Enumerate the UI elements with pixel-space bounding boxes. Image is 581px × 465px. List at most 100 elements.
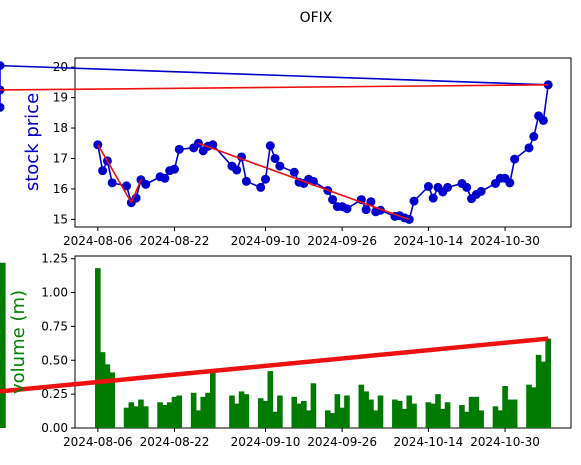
volume-bar	[205, 392, 211, 428]
price-point	[256, 182, 266, 192]
volume-bar	[406, 395, 413, 428]
price-point	[289, 167, 299, 177]
volume-tick-label: 0.25	[41, 387, 68, 401]
price-xtick-label: 2024-10-14	[394, 234, 464, 248]
price-trend-line	[130, 179, 142, 203]
price-point	[476, 186, 486, 196]
price-point	[510, 154, 520, 164]
volume-bar	[439, 409, 446, 428]
price-xtick-label: 2024-09-10	[231, 234, 301, 248]
price-line-segment	[264, 145, 272, 180]
volume-bar	[176, 395, 183, 428]
price-point	[524, 143, 534, 153]
price-point	[275, 161, 285, 171]
volume-bar	[138, 399, 144, 428]
volume-bar	[291, 396, 298, 428]
price-point	[107, 178, 117, 188]
volume-bar	[305, 410, 312, 428]
volume-trend-line	[0, 336, 549, 394]
price-tick-label: 15	[53, 212, 68, 226]
volume-bar	[411, 403, 417, 428]
volume-tick-label: 0.50	[41, 353, 68, 367]
volume-bar	[95, 268, 101, 428]
volume-bar	[142, 406, 149, 428]
price-trend-line	[97, 144, 109, 162]
volume-xtick-label: 2024-09-26	[307, 435, 377, 449]
volume-xtick-label: 2024-08-06	[63, 435, 133, 449]
volume-bar	[0, 392, 6, 428]
price-point	[160, 173, 170, 183]
volume-bar	[238, 391, 245, 428]
volume-bar	[272, 411, 278, 428]
price-point	[241, 176, 251, 186]
price-tick-label: 17	[53, 151, 68, 165]
price-xtick-label: 2024-08-22	[140, 234, 210, 248]
volume-bar	[210, 372, 216, 428]
price-tick-label: 18	[53, 121, 68, 135]
volume-bar	[329, 413, 336, 428]
price-point	[0, 61, 5, 71]
price-line-segment	[0, 64, 549, 86]
volume-tick-label: 0.00	[41, 421, 68, 435]
volume-bar	[463, 411, 470, 428]
price-trend-line	[0, 83, 549, 91]
volume-bar	[233, 403, 240, 428]
price-point	[505, 178, 515, 188]
volume-bar	[243, 394, 250, 428]
price-axis-label: stock price	[22, 93, 43, 191]
price-point	[423, 182, 433, 192]
price-point	[261, 174, 271, 184]
volume-bar	[435, 394, 441, 428]
volume-bar	[262, 400, 269, 428]
volume-bar	[545, 338, 551, 428]
price-trend-line	[198, 142, 405, 219]
volume-bar	[392, 399, 398, 428]
volume-bar	[377, 395, 384, 428]
price-point	[98, 166, 108, 176]
volume-xtick-label: 2024-10-14	[394, 435, 464, 449]
volume-xtick-label: 2024-08-22	[140, 435, 210, 449]
volume-xtick-label: 2024-10-30	[470, 435, 540, 449]
price-line-segment	[542, 84, 549, 121]
volume-bar	[301, 400, 307, 428]
price-point	[232, 165, 242, 175]
price-line-segment	[212, 144, 233, 167]
price-point	[265, 141, 275, 151]
price-xtick-label: 2024-09-26	[307, 234, 377, 248]
volume-bar	[368, 399, 374, 428]
volume-bar	[473, 396, 480, 428]
price-trend-line	[404, 217, 410, 221]
volume-bar	[195, 410, 202, 428]
price-point	[122, 181, 132, 191]
price-point	[529, 132, 539, 142]
price-point	[169, 164, 179, 174]
price-tick-label: 16	[53, 182, 68, 196]
volume-bar	[257, 398, 264, 428]
price-xtick-label: 2024-08-06	[63, 234, 133, 248]
volume-bar	[166, 402, 173, 428]
volume-bar	[339, 407, 345, 428]
volume-bar	[229, 395, 235, 428]
volume-panel-frame	[74, 255, 572, 429]
price-point	[174, 144, 184, 154]
volume-bar	[296, 403, 302, 428]
volume-bar	[401, 409, 408, 428]
price-point	[409, 196, 419, 206]
volume-bar	[430, 403, 436, 428]
volume-bar	[497, 410, 504, 428]
price-point	[328, 195, 338, 205]
volume-bar	[0, 262, 6, 428]
volume-bar	[334, 394, 341, 428]
volume-bar	[99, 352, 106, 428]
chart-title: OFIX	[300, 10, 333, 26]
price-point	[342, 204, 352, 214]
volume-tick-label: 0.75	[41, 319, 68, 333]
volume-panel: 0.00 0.25 0.50 0.75 1.00 1.25 2024-08-06 2024-…	[0, 252, 572, 449]
price-point	[462, 182, 472, 192]
price-point	[366, 197, 376, 207]
price-point	[361, 205, 371, 215]
price-panel-frame	[74, 57, 572, 228]
price-xtick-label: 2024-10-30	[470, 234, 540, 248]
